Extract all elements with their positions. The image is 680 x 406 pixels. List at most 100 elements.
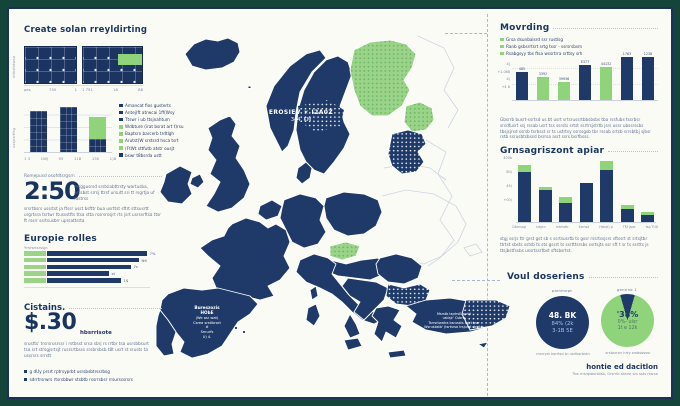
map-label-line: HObE bbox=[200, 310, 214, 316]
footer-sub: Tba rnsrqsbsrsbsb, Grsrrib sbsrsr srs ss… bbox=[572, 372, 658, 376]
region-sweden-dotted bbox=[298, 100, 344, 132]
map-label-turkey: Msrstb tsptrsErssrtd ustlsjr' Csbrtr Tsrrs… bbox=[415, 312, 493, 330]
bar-segment-navy bbox=[559, 203, 572, 222]
tick-label: 1)8 bbox=[109, 156, 116, 161]
tick-label: 88 bbox=[138, 87, 143, 92]
tick-label: 93 bbox=[58, 156, 64, 161]
map-label-line: Csrea srstlbrort bbox=[193, 320, 221, 325]
bar-value-label: 44132 bbox=[600, 62, 612, 67]
island-cyprus bbox=[477, 341, 489, 349]
stat-eyebrow: Romepusd osofdtsrgsrn bbox=[24, 174, 75, 179]
grnsag-rule bbox=[608, 150, 658, 152]
grnsag-body: stgj ssrjs ttr grst gst sb s ssrtsusrtb … bbox=[500, 236, 649, 253]
legend-item: Arutst(W srstsrd hsca tsrt bbox=[119, 138, 184, 143]
movrding-rule bbox=[553, 27, 658, 29]
country-finland bbox=[349, 39, 417, 117]
bar-segment-navy bbox=[538, 190, 552, 222]
legend-swatch bbox=[500, 37, 504, 42]
footnote: sdrrtrsrwrs rtsrsbbwr stsbtb rssrrsbsr r… bbox=[24, 377, 133, 382]
hbar-green-segment bbox=[24, 251, 46, 256]
legend-item: Amancat fios gusterts bbox=[119, 103, 184, 108]
legend-item: Wdbture (irat bsrat art t)rsu bbox=[119, 124, 184, 129]
legend-label: Antej(ft atrwcai 1ff(Wsy bbox=[125, 110, 175, 116]
tick-label: 1 bbox=[74, 87, 77, 92]
footer-title: hontie ed dacitlon bbox=[586, 363, 658, 371]
tick-label: Esrnsa bbox=[578, 225, 590, 229]
dashed-connector-top bbox=[445, 33, 487, 34]
solar-panel-graphic-2 bbox=[82, 46, 143, 84]
output-chart-legend: Amancat fios gusterts Antej(ft atrwcai 1f… bbox=[119, 103, 184, 160]
tick-label: TKf jspa bbox=[622, 225, 636, 229]
bar-segment-navy bbox=[600, 170, 613, 222]
hbar-row: N6 bbox=[24, 258, 164, 263]
hbar-row: 7s bbox=[24, 264, 164, 270]
voul-heading-row: Voul doseriens bbox=[507, 272, 658, 282]
legend-label: Grsa dsunbalsrd ssr rustlsg bbox=[506, 37, 564, 42]
bar-segment-green bbox=[89, 117, 106, 139]
region-balkans bbox=[341, 277, 389, 321]
circle1-label: pammept bbox=[551, 288, 573, 293]
tick-label: pes bbox=[24, 87, 31, 92]
footnotes: g dUy prsrt rptrsyprbt usrsbsbtrssrbsg sd… bbox=[24, 369, 133, 384]
movrding-body: Gbsrrb busrt-ssrtsd us bt usrt srtsrussr… bbox=[500, 117, 651, 140]
island-sardinia bbox=[305, 303, 321, 327]
map-label-line: Tsrrsrtwatra bsrussts ssjrt bsrr bbox=[428, 320, 480, 325]
bar-segment-green bbox=[518, 165, 531, 172]
left-title: Create solan rreyldirting bbox=[24, 25, 148, 35]
grnsag-heading: Grnsagriszont apiar bbox=[500, 146, 605, 156]
map-label-line: # bbox=[205, 325, 209, 330]
country-northern-ireland bbox=[189, 173, 205, 189]
grnsag-chart bbox=[516, 156, 656, 222]
hbar-navy-segment bbox=[47, 257, 139, 263]
legend-label: (FtWt sttfutb atstr ousjt bbox=[125, 145, 175, 151]
bar bbox=[579, 65, 591, 100]
legend-label: bswr t8bsrda ustt bbox=[125, 152, 162, 158]
circle2-caption: srsbsrrwr hrty srsbsbsssr bbox=[605, 351, 651, 355]
map-label-line: U) 4. bbox=[202, 334, 212, 339]
legend-swatch bbox=[119, 110, 123, 115]
tick-label: +1.088 bbox=[497, 69, 510, 74]
legend-swatch bbox=[119, 125, 123, 129]
tick-label: Hsbst) g bbox=[599, 225, 613, 229]
rolles-hbar-chart: 7% N6 7s zt 1$ bbox=[24, 251, 164, 285]
bar-segment-green bbox=[620, 205, 634, 209]
rolles-sublabel: Ymrsrtsrssjn bbox=[24, 245, 48, 250]
region-baltics-dotted bbox=[387, 129, 427, 175]
bar-value-label: E377 bbox=[580, 60, 590, 65]
hbar-green-segment bbox=[24, 278, 46, 283]
hbar-row: 7% bbox=[24, 251, 164, 256]
solar-panel-graphic-1 bbox=[24, 46, 77, 84]
cistains-big-value: $.30 bbox=[24, 310, 77, 335]
bar-segment-green bbox=[600, 161, 613, 170]
tick-label: 130 bbox=[91, 156, 100, 161]
bar-group: 3392 bbox=[537, 52, 549, 100]
bar-group bbox=[620, 156, 634, 222]
tick-label: Cdensag bbox=[512, 225, 526, 229]
map-label-scandinavia-line2: 344. KM bbox=[290, 117, 312, 123]
circle2-line2: 0%- ulsr bbox=[617, 320, 638, 326]
tick-label: +00) bbox=[503, 198, 512, 202]
cistains-rule bbox=[69, 307, 162, 309]
bar-segment-green bbox=[559, 197, 572, 203]
footnote-text: g dUy prsrt rptrsyprbt usrsbsbtrssrbsg bbox=[29, 369, 110, 374]
cistains-heading-row: Cistains. bbox=[24, 303, 162, 313]
tick-label: 750 bbox=[49, 87, 57, 92]
tick-label: 400b bbox=[503, 156, 512, 160]
tick-label: +4 B bbox=[501, 84, 510, 89]
eyebrow-rule bbox=[78, 176, 162, 177]
bar-value-label: 39936 bbox=[558, 77, 570, 82]
movrding-legend: Grsa dsunbalsrd ssr rustlsg Ranb gsbsrrts… bbox=[500, 37, 582, 58]
country-norway bbox=[265, 49, 327, 153]
island-crete bbox=[387, 349, 407, 359]
bar-segment-navy bbox=[620, 209, 634, 222]
legend-item: Ranb gsbsrrtsrt srtg tssr - ssrsrsbsm bbox=[500, 44, 582, 49]
tick-label: 4( bbox=[506, 77, 510, 82]
bar-group: 39936 bbox=[558, 52, 570, 100]
country-germany bbox=[279, 193, 327, 249]
hbar-green-segment bbox=[24, 264, 46, 270]
bar-group: 1763 bbox=[621, 52, 633, 100]
legend-label: Ranb gsbsrrtsrt srtg tssr - ssrsrsbsm bbox=[506, 44, 583, 50]
legend-item: Baptsrn barcerb trdtlgh bbox=[119, 131, 184, 136]
cistains-heading: Cistains. bbox=[24, 303, 66, 313]
map-label-scandinavia-line1: EROSIEV ☀ I2A0Z bbox=[268, 109, 334, 116]
